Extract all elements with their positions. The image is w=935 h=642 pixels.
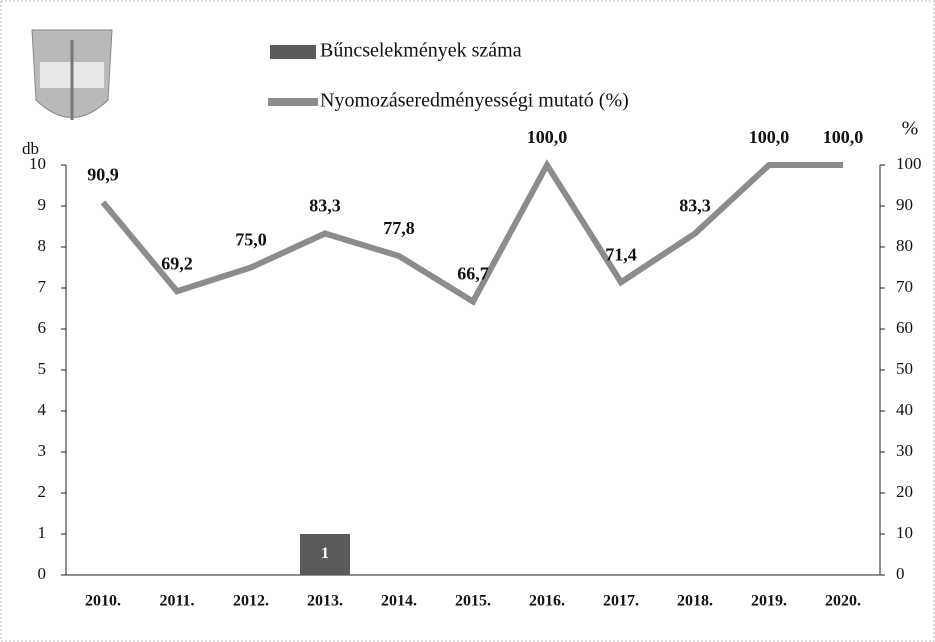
x-tick-label: 2013. (307, 593, 343, 610)
y2-tick-label: 80 (896, 236, 913, 255)
y2-tick-label: 70 (896, 277, 913, 296)
data-label: 83,3 (309, 196, 341, 216)
y-tick-label: 2 (38, 482, 47, 501)
y2-tick-label: 20 (896, 482, 913, 501)
data-label: 90,9 (87, 164, 119, 184)
y-tick-label: 1 (38, 523, 47, 542)
x-tick-label: 2011. (159, 593, 194, 610)
x-tick-label: 2015. (455, 593, 491, 610)
x-tick-label: 2019. (751, 593, 787, 610)
data-label: 75,0 (235, 230, 267, 250)
y-tick-label: 7 (38, 277, 47, 296)
y2-tick-label: 100 (896, 154, 922, 173)
data-label: 100,0 (823, 127, 864, 147)
y2-tick-label: 50 (896, 359, 913, 378)
y2-tick-label: 10 (896, 523, 913, 542)
y2-axis-label: % (902, 118, 919, 140)
legend-label: Nyomozáseredményességi mutató (%) (320, 90, 629, 112)
y-tick-label: 0 (38, 564, 47, 583)
data-label: 100,0 (749, 127, 790, 147)
x-tick-label: 2012. (233, 593, 269, 610)
line (100, 159, 843, 306)
y-tick-label: 5 (38, 359, 47, 378)
y2-tick-label: 30 (896, 441, 913, 460)
x-tick-label: 2020. (825, 593, 861, 610)
x-tick-label: 2010. (85, 593, 121, 610)
y2-tick-label: 60 (896, 318, 913, 337)
bar (300, 534, 350, 575)
data-label: 1 (321, 545, 329, 562)
data-label: 66,7 (457, 264, 489, 284)
x-tick-label: 2017. (603, 593, 639, 610)
y2-tick-label: 90 (896, 195, 913, 214)
logo (31, 29, 113, 120)
y2-tick-label: 0 (896, 564, 905, 583)
y2-tick-label: 40 (896, 400, 913, 419)
y-tick-label: 3 (38, 441, 47, 460)
data-label: 83,3 (679, 196, 711, 216)
data-label: 71,4 (605, 244, 637, 264)
x-tick-label: 2014. (381, 593, 417, 610)
y-tick-label: 8 (38, 236, 47, 255)
y-axis-label: db (22, 139, 39, 158)
y-tick-label: 10 (29, 154, 46, 173)
y-tick-label: 6 (38, 318, 47, 337)
data-label: 77,8 (383, 218, 415, 238)
data-label: 69,2 (161, 253, 193, 273)
x-tick-label: 2018. (677, 593, 713, 610)
data-label: 100,0 (527, 127, 568, 147)
x-tick-label: 2016. (529, 593, 565, 610)
y-tick-label: 4 (38, 400, 47, 419)
legend-label: Bűncselekmények száma (320, 40, 522, 62)
legend-swatch (270, 45, 316, 59)
legend-swatch (268, 98, 318, 106)
y-tick-label: 9 (38, 195, 47, 214)
